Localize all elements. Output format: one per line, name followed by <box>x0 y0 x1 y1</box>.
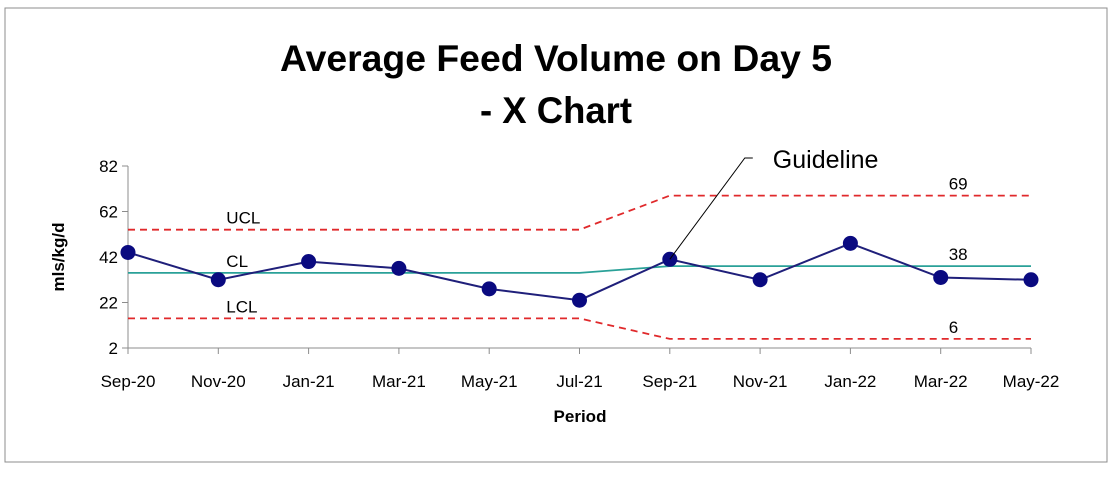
x-tick-label: May-21 <box>461 372 518 391</box>
x-tick-label: Mar-22 <box>914 372 968 391</box>
x-tick-label: Nov-21 <box>733 372 788 391</box>
callout-label: Guideline <box>773 146 879 174</box>
data-point <box>752 272 768 288</box>
data-point <box>391 260 407 276</box>
data-point <box>572 292 587 308</box>
callout-leader-line <box>669 157 753 260</box>
x-tick-label: Jan-22 <box>824 372 876 391</box>
x-tick-label: Nov-20 <box>191 372 246 391</box>
limit-lines <box>128 194 1031 340</box>
data-point <box>481 281 497 297</box>
x-tick-label: Mar-21 <box>372 372 426 391</box>
annotation-label: 69 <box>949 175 968 194</box>
chart-title-line-1: Average Feed Volume on Day 5 <box>280 38 832 79</box>
x-tick-label: Sep-21 <box>642 372 697 391</box>
y-tick-label: 62 <box>99 203 118 222</box>
annotation-label: CL <box>226 252 248 271</box>
data-point <box>842 235 858 251</box>
annotation-label: UCL <box>226 209 260 228</box>
annotation-label: 6 <box>949 318 958 337</box>
chart-title-line-2: - X Chart <box>480 90 632 131</box>
data-series <box>120 235 1039 308</box>
ucl-line <box>128 194 1031 231</box>
x-tick-label: Jul-21 <box>556 372 602 391</box>
data-point <box>933 269 949 285</box>
y-tick-label: 2 <box>109 339 118 358</box>
chart-border <box>4 7 1108 463</box>
x-axis-label: Period <box>554 407 607 426</box>
cl-line <box>128 265 1031 274</box>
annotation-label: LCL <box>226 297 257 316</box>
data-point <box>210 272 226 288</box>
y-tick-label: 42 <box>99 248 118 267</box>
lcl-line <box>128 317 1031 340</box>
x-tick-label: Jan-21 <box>283 372 335 391</box>
x-tick-label: Sep-20 <box>101 372 156 391</box>
data-point <box>301 254 317 270</box>
annotations: UCL CL LCL 69 38 6 Guideline <box>226 146 967 337</box>
x-tick-label: May-22 <box>1003 372 1060 391</box>
annotation-label: 38 <box>949 245 968 264</box>
data-point <box>1023 272 1039 288</box>
y-tick-label: 82 <box>99 157 118 176</box>
data-point <box>120 244 136 260</box>
y-axis-label: mls/kg/d <box>49 223 68 292</box>
y-tick-label: 22 <box>99 294 118 313</box>
